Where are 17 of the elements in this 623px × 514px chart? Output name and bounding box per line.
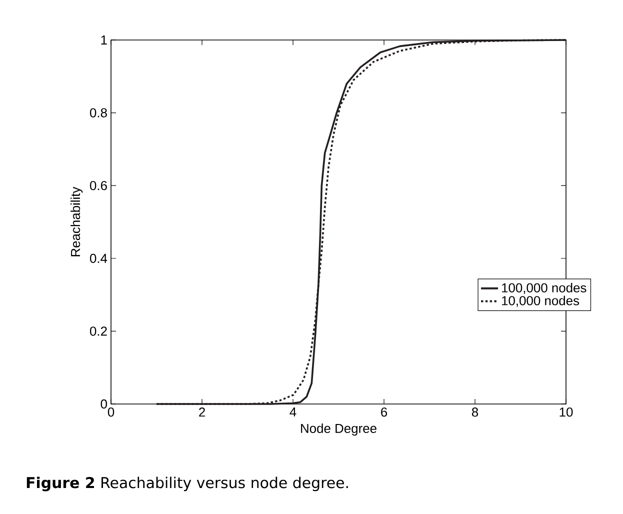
y-tick-label: 1: [101, 36, 107, 44]
y-tick-label: 0.2: [90, 326, 107, 336]
y-tick-label: 0.8: [90, 108, 107, 118]
x-tick-label: 0: [108, 408, 114, 417]
y-tick-label: 0: [100, 399, 107, 409]
legend-label: 10,000 nodes: [502, 296, 580, 307]
y-tick-label: 0.4: [90, 254, 108, 263]
x-tick-label: 8: [472, 408, 478, 417]
x-tick-label: 10: [560, 408, 573, 417]
y-tick-label: 0.6: [90, 180, 107, 190]
legend-label: 100,000 nodes: [502, 282, 586, 294]
x-tick-label: 4: [290, 408, 296, 416]
text: Figure 2 Reachability versus node degree.: [26, 476, 348, 492]
x-tick-label: 2: [199, 408, 205, 417]
x-tick-label: 6: [381, 408, 388, 417]
y-axis-title: Reachability: [70, 186, 83, 256]
x-axis-title: Node Degree: [301, 424, 376, 436]
